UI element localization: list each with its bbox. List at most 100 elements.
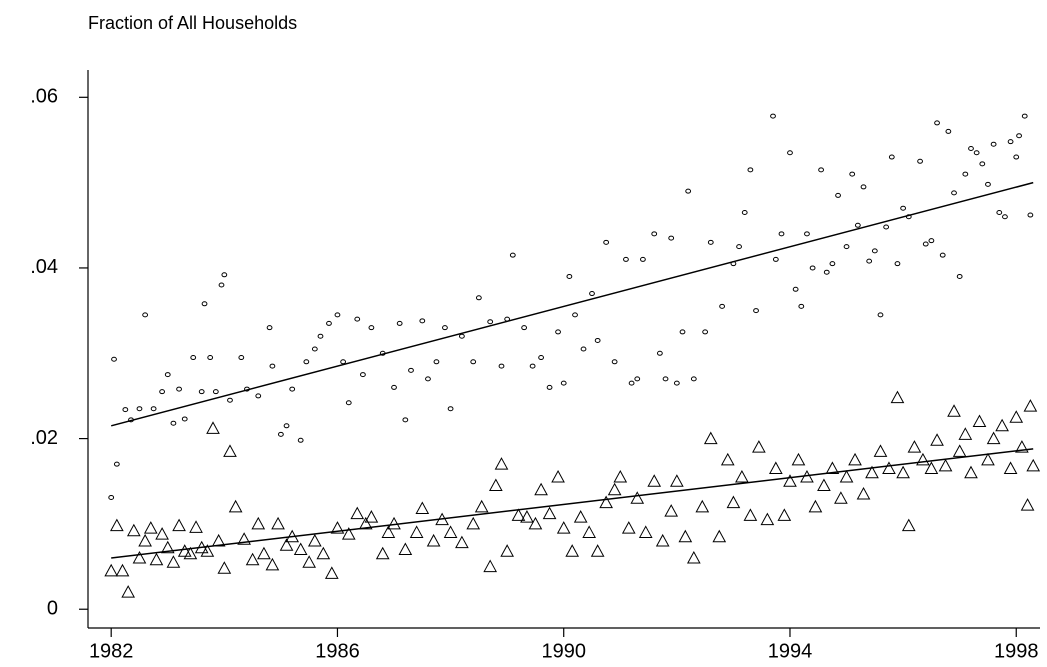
triangle-point <box>582 525 597 538</box>
triangle-point <box>551 469 565 483</box>
circle-point <box>311 346 318 352</box>
circle-point <box>922 241 929 247</box>
circle-point <box>741 209 748 215</box>
triangle-point <box>166 555 181 568</box>
circle-point <box>656 350 663 356</box>
circle-point <box>538 355 544 361</box>
triangle-point <box>364 510 379 523</box>
circle-point <box>603 239 610 245</box>
triangle-point <box>455 535 469 549</box>
circle-point <box>108 494 115 500</box>
circle-point <box>1027 212 1034 218</box>
circle-point <box>190 355 197 361</box>
y-tick-label: .02 <box>30 427 58 449</box>
y-tick-label: .04 <box>30 256 58 278</box>
circle-point <box>787 150 793 156</box>
triangle-point <box>223 444 237 457</box>
triangle-point <box>791 452 806 466</box>
circle-point <box>142 312 149 318</box>
circle-point <box>176 386 182 392</box>
y-tick-label: 0 <box>47 598 58 620</box>
triangle-point <box>1003 461 1018 474</box>
triangle-point <box>1015 440 1029 453</box>
triangle-point <box>1009 410 1024 423</box>
triangle-point <box>542 506 557 520</box>
circle-point <box>772 256 779 262</box>
circle-point <box>555 329 561 335</box>
triangle-point <box>703 431 718 445</box>
x-tick-label: 1998 <box>994 640 1039 662</box>
triangle-point <box>768 461 783 474</box>
triangle-point <box>825 461 840 474</box>
circle-point <box>360 372 366 378</box>
triangle-point <box>466 516 481 530</box>
triangle-point <box>952 444 967 457</box>
chart-title: Fraction of All Households <box>88 13 297 33</box>
circle-point <box>990 141 997 147</box>
circle-point <box>1016 133 1022 139</box>
circle-point <box>860 184 867 190</box>
triangle-point <box>528 516 543 530</box>
triangle-point <box>613 469 628 483</box>
triangle-point <box>237 532 251 545</box>
circle-point <box>266 325 273 331</box>
triangle-point <box>630 491 645 504</box>
circle-point <box>634 376 641 382</box>
triangle-point <box>607 482 622 496</box>
circle-point <box>690 376 697 382</box>
circle-point <box>122 407 129 413</box>
circle-point <box>628 380 635 386</box>
triangle-point <box>882 461 896 474</box>
circle-point <box>447 406 454 412</box>
triangle-point <box>189 520 203 533</box>
circle-point <box>111 356 117 362</box>
triangle-point <box>834 491 848 504</box>
circle-point <box>778 231 785 237</box>
circle-point <box>883 224 890 230</box>
triangle-point <box>443 525 458 538</box>
triangle-point <box>865 465 879 479</box>
triangle-point <box>670 474 684 487</box>
triangle-point <box>483 559 498 573</box>
circle-point <box>707 239 714 245</box>
triangle-point <box>500 544 514 557</box>
circle-point <box>580 346 587 352</box>
circle-point <box>221 272 228 278</box>
circle-point <box>804 231 810 237</box>
circle-point <box>792 286 799 292</box>
circle-point <box>945 128 952 134</box>
circle-point <box>835 192 841 198</box>
circle-point <box>866 258 873 264</box>
triangle-point <box>808 499 823 513</box>
triangle-point <box>981 452 995 466</box>
circle-point <box>1007 139 1014 145</box>
circle-point <box>150 406 157 412</box>
circle-point <box>283 423 290 429</box>
circle-point <box>391 384 397 390</box>
circle-point <box>159 389 166 395</box>
triangle-point <box>381 525 396 538</box>
circle-point <box>566 273 573 279</box>
circle-point <box>334 312 341 318</box>
triangle-point <box>947 404 961 417</box>
circle-point <box>201 301 208 307</box>
circle-point <box>164 372 171 378</box>
circle-point <box>854 222 861 228</box>
circle-point <box>900 205 907 211</box>
triangle-point <box>678 529 693 543</box>
triangle-point <box>972 414 987 428</box>
triangle-point <box>324 566 339 579</box>
circle-point <box>623 256 629 262</box>
circle-point <box>809 265 816 271</box>
circle-point <box>181 416 188 422</box>
triangle-point <box>848 452 862 466</box>
triangle-point <box>200 544 215 557</box>
circle-point <box>594 337 601 343</box>
triangle-point <box>986 431 1001 445</box>
circle-point <box>888 154 895 160</box>
triangle-point <box>647 474 662 487</box>
triangle-point <box>115 563 130 577</box>
triangle-point <box>217 561 232 574</box>
circle-point <box>521 325 528 331</box>
